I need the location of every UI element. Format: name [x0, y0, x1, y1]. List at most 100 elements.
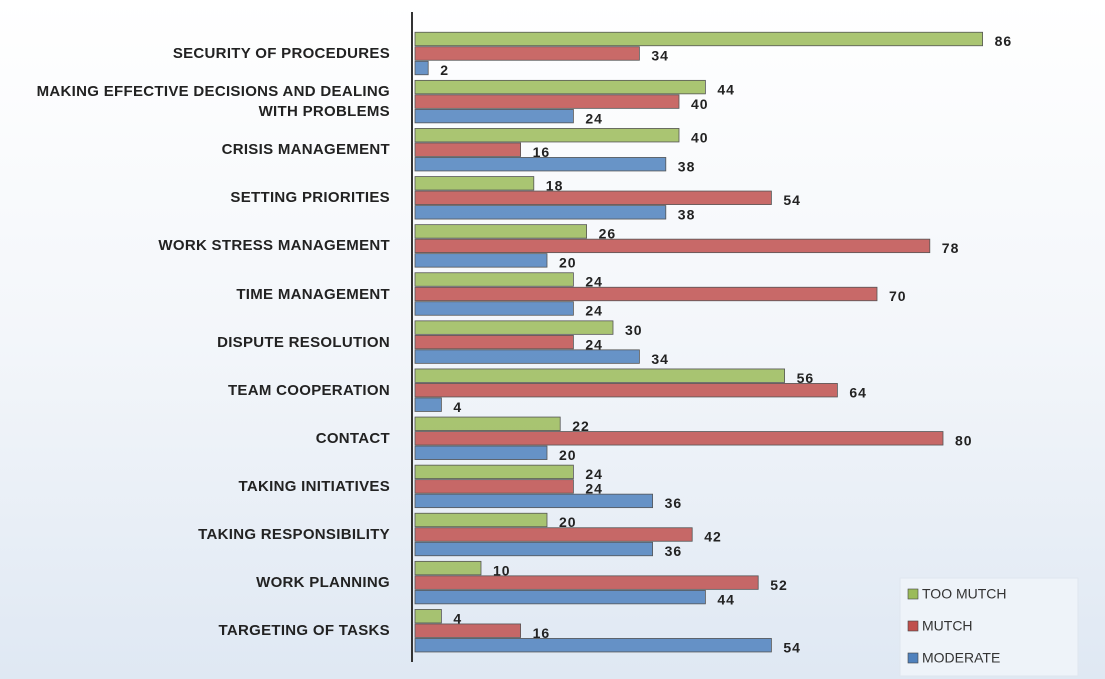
category-label: CONTACT [315, 429, 390, 447]
bar [414, 479, 574, 494]
data-label: 38 [678, 207, 696, 223]
data-label: 24 [585, 481, 603, 497]
category-label: TARGETING OF TASKS [218, 622, 390, 640]
data-label: 78 [942, 240, 960, 256]
data-label: 44 [717, 591, 735, 607]
bar [414, 301, 574, 316]
data-label: 70 [889, 288, 907, 304]
bar [414, 108, 574, 124]
bar [414, 623, 521, 638]
bar [414, 46, 640, 61]
bar [414, 320, 614, 335]
bar [414, 589, 706, 605]
data-label: 52 [770, 577, 788, 593]
data-label: 44 [717, 81, 735, 97]
bar [414, 368, 786, 383]
category-label: TAKING INITIATIVES [238, 477, 390, 495]
data-label: 40 [691, 96, 709, 112]
bar [414, 527, 693, 542]
bar [414, 142, 521, 157]
data-label: 4 [453, 610, 462, 626]
category-label: SETTING PRIORITIES [230, 189, 390, 207]
bar [414, 445, 548, 460]
data-label: 54 [783, 192, 801, 208]
category-label: MAKING EFFECTIVE DECISIONS AND DEALING W… [36, 83, 390, 121]
data-label: 26 [599, 226, 617, 242]
bar [414, 349, 640, 364]
legend-label: TOO MUTCH [922, 586, 1007, 602]
data-label: 20 [559, 447, 577, 463]
data-label: 56 [797, 370, 815, 386]
legend-swatch [907, 652, 919, 664]
bar [414, 31, 983, 47]
data-label: 4 [453, 399, 462, 415]
data-label: 24 [585, 303, 603, 319]
bar [414, 79, 706, 95]
bar [414, 334, 574, 350]
bar [414, 60, 429, 76]
legend-swatch [907, 620, 919, 632]
data-label: 38 [678, 158, 696, 174]
data-label: 24 [585, 466, 603, 482]
bar [414, 157, 667, 172]
legend-box [899, 577, 1079, 677]
bar [414, 541, 654, 557]
bar [414, 176, 535, 191]
category-label: WORK PLANNING [256, 574, 390, 592]
data-label: 54 [783, 639, 801, 655]
bar [414, 190, 772, 205]
data-label: 36 [665, 495, 683, 511]
data-label: 20 [559, 255, 577, 271]
bar [414, 575, 759, 590]
bar [414, 560, 482, 576]
bar [414, 94, 680, 109]
legend-label: MUTCH [922, 618, 973, 634]
bar [414, 493, 654, 509]
data-label: 42 [704, 529, 722, 545]
category-label: DISPUTE RESOLUTION [217, 333, 390, 351]
data-label: 34 [651, 351, 669, 367]
category-label: TAKING RESPONSIBILITY [198, 526, 390, 543]
bar [414, 416, 561, 431]
data-label: 22 [572, 418, 590, 434]
bar [414, 512, 548, 528]
data-label: 64 [849, 384, 867, 400]
data-label: 34 [651, 48, 669, 64]
data-label: 80 [955, 433, 973, 449]
data-label: 10 [493, 562, 511, 578]
data-label: 20 [559, 514, 577, 530]
bar [414, 383, 838, 398]
category-label: WORK STRESS MANAGEMENT [158, 237, 390, 255]
bar [414, 238, 931, 254]
legend-label: MODERATE [922, 650, 1000, 666]
data-label: 16 [533, 625, 551, 641]
bar [414, 397, 442, 412]
data-label: 24 [585, 336, 603, 352]
data-label: 40 [691, 129, 709, 145]
bar [414, 224, 588, 239]
data-label: 86 [995, 33, 1013, 49]
bar [414, 205, 667, 220]
bar [414, 638, 772, 653]
bar [414, 128, 680, 143]
bar [414, 253, 548, 268]
category-label: CRISIS MANAGEMENT [221, 141, 390, 159]
bar [414, 464, 574, 480]
bar [414, 272, 574, 287]
legend: TOO MUTCH MUTCH MODERATE [899, 577, 1079, 677]
data-label: 24 [585, 110, 603, 126]
data-label: 16 [533, 144, 551, 160]
bar [414, 431, 944, 446]
data-label: 36 [665, 543, 683, 559]
data-label: 2 [440, 62, 449, 78]
bar [414, 609, 442, 624]
category-label: TEAM COOPERATION [227, 381, 390, 399]
legend-swatch [907, 588, 919, 600]
category-label: TIME MANAGEMENT [236, 285, 390, 303]
data-label: 24 [585, 274, 603, 290]
data-label: 18 [546, 178, 564, 194]
bar [414, 286, 878, 302]
category-label: SECURITY OF PROCEDURES [172, 45, 390, 62]
